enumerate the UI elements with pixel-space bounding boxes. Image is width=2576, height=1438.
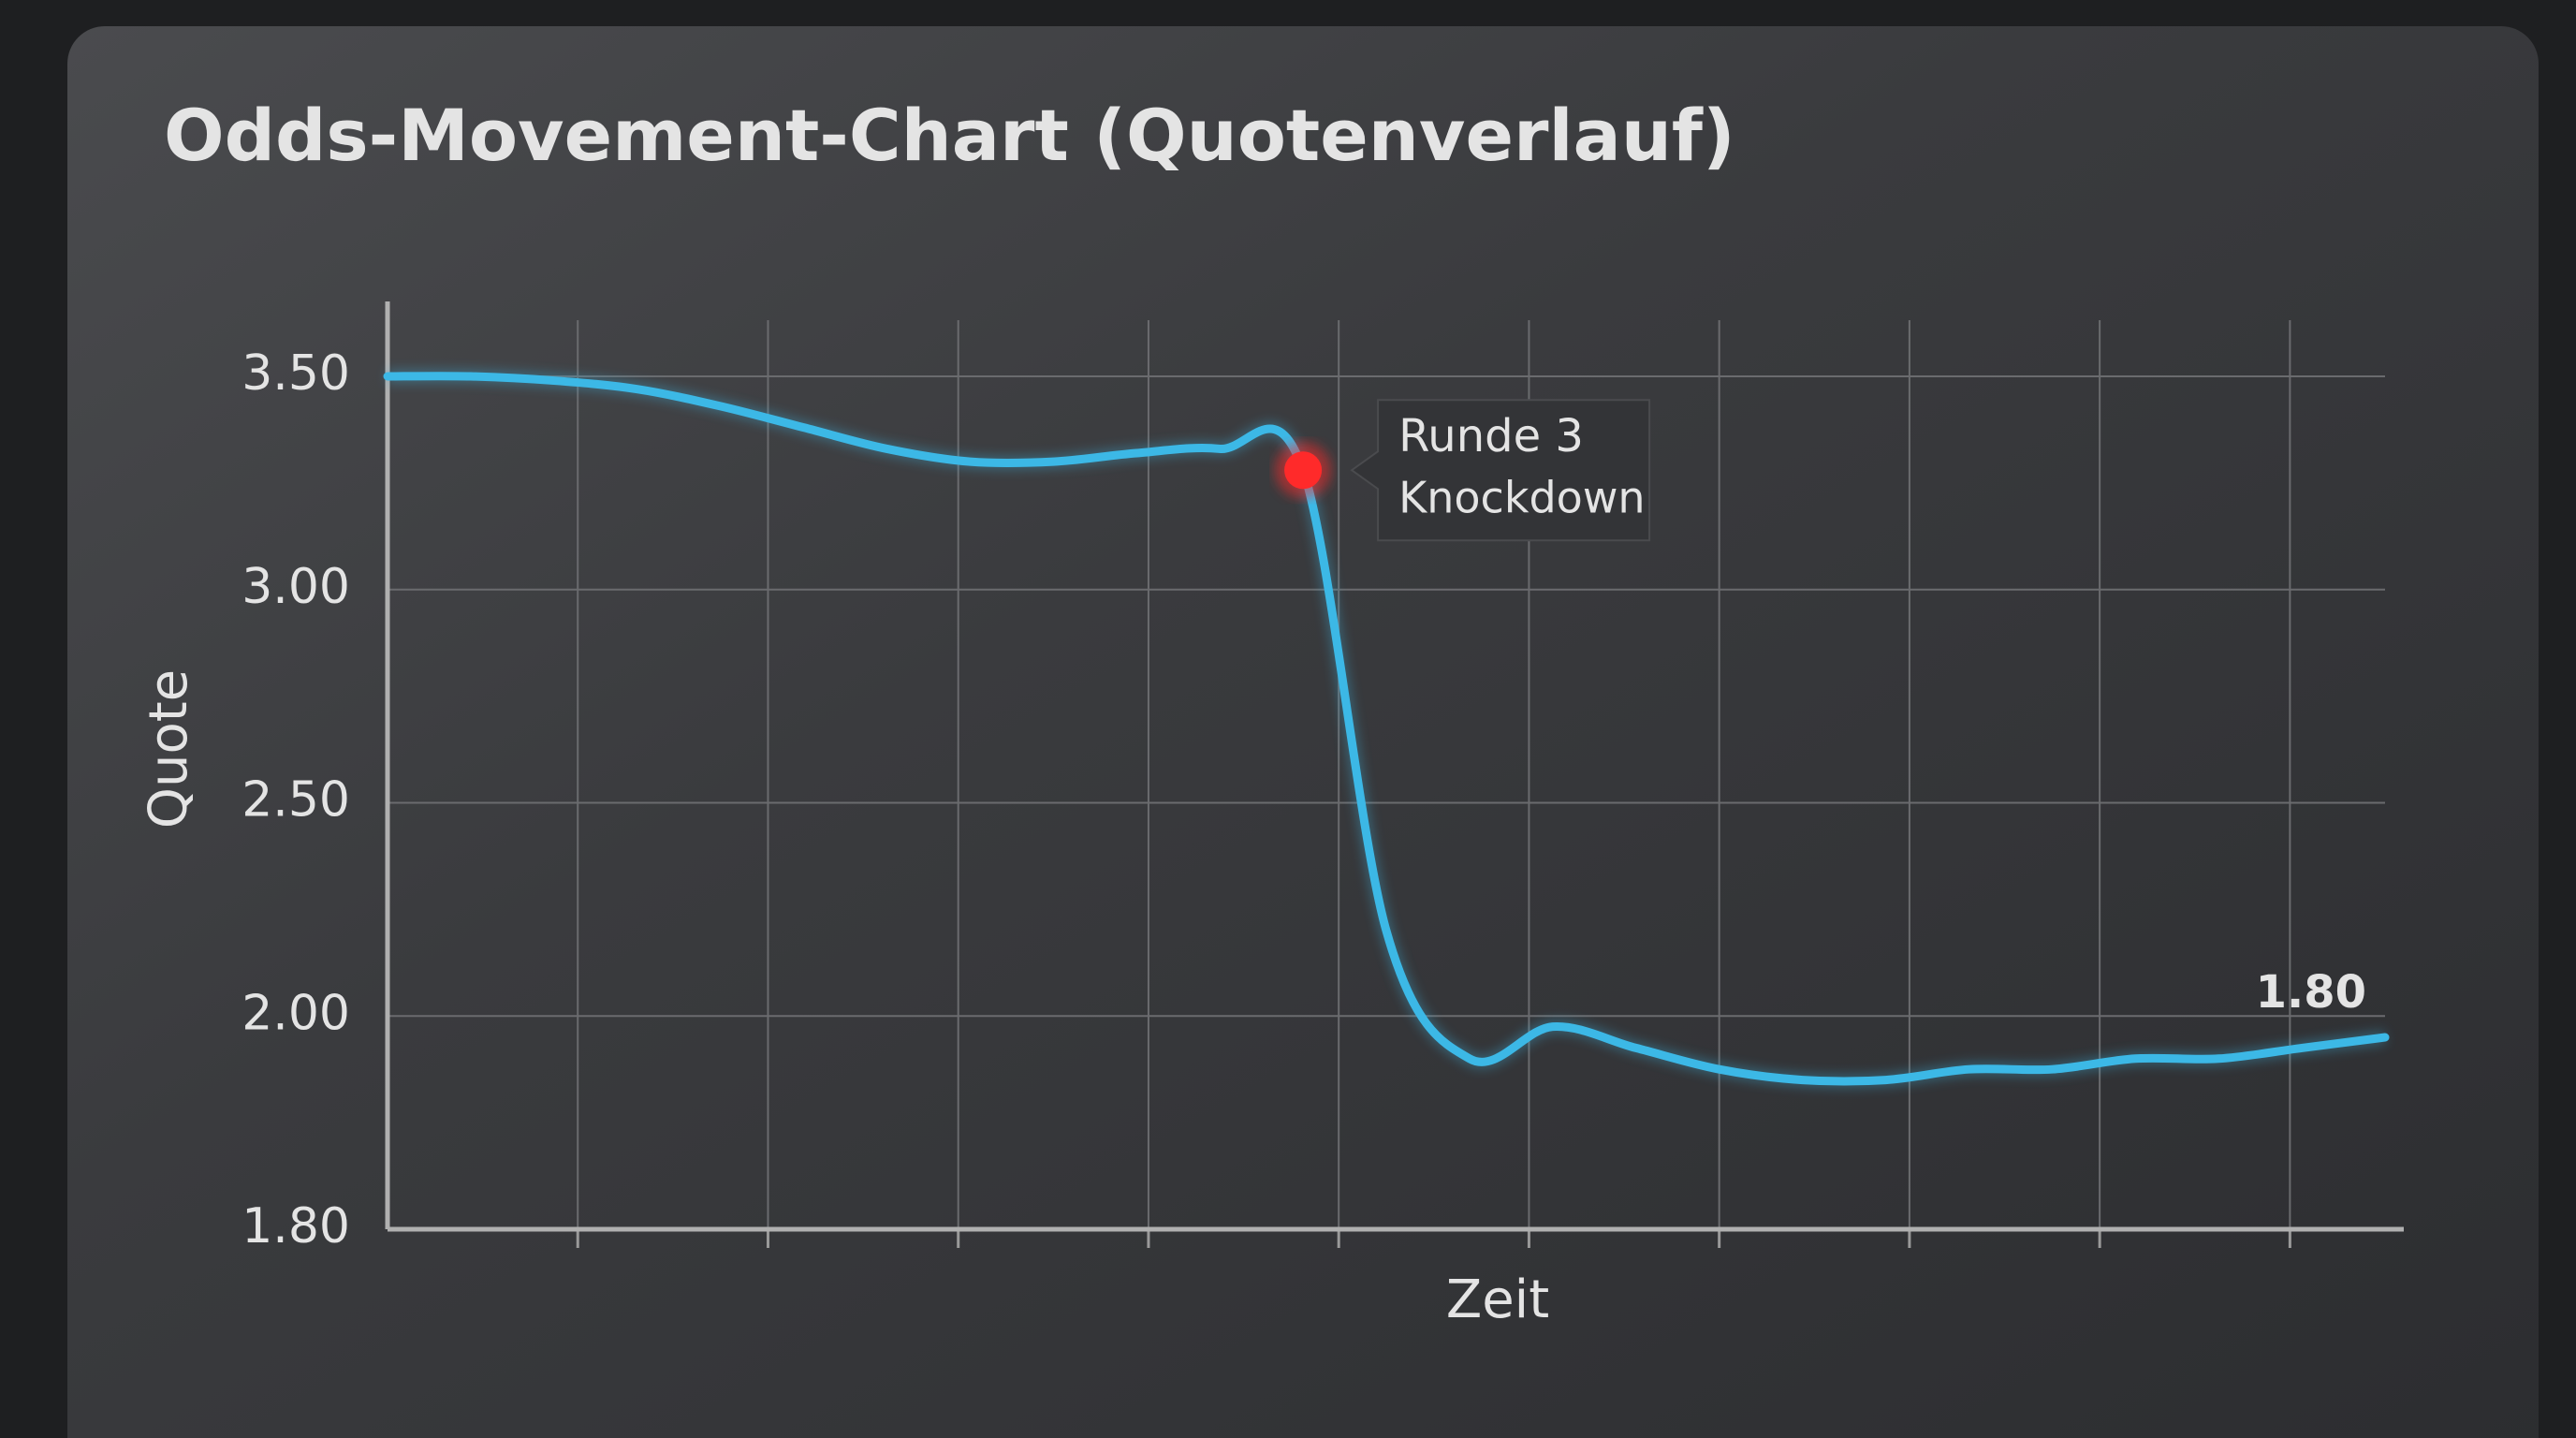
y-tick-label: 2.00 (242, 985, 350, 1041)
chart-title: Odds-Movement-Chart (Quotenverlauf) (164, 94, 1735, 177)
y-tick-label: 3.50 (242, 345, 350, 402)
panel (67, 26, 2539, 1438)
end-label: 1.80 (2256, 966, 2366, 1019)
y-tick-label: 3.00 (242, 559, 350, 615)
line (383, 372, 2390, 1086)
x-axis-label: Zeit (1446, 1269, 1549, 1330)
y-tick-label: 2.50 (242, 772, 350, 829)
tooltip (1350, 399, 1651, 542)
y-axis-label: Quote (139, 669, 199, 829)
highlight-point (1284, 451, 1323, 490)
tooltip-line: Knockdown (1398, 473, 1646, 523)
y-tick-label: 1.80 (242, 1198, 350, 1255)
tooltip-line: Runde 3 (1398, 410, 1584, 462)
